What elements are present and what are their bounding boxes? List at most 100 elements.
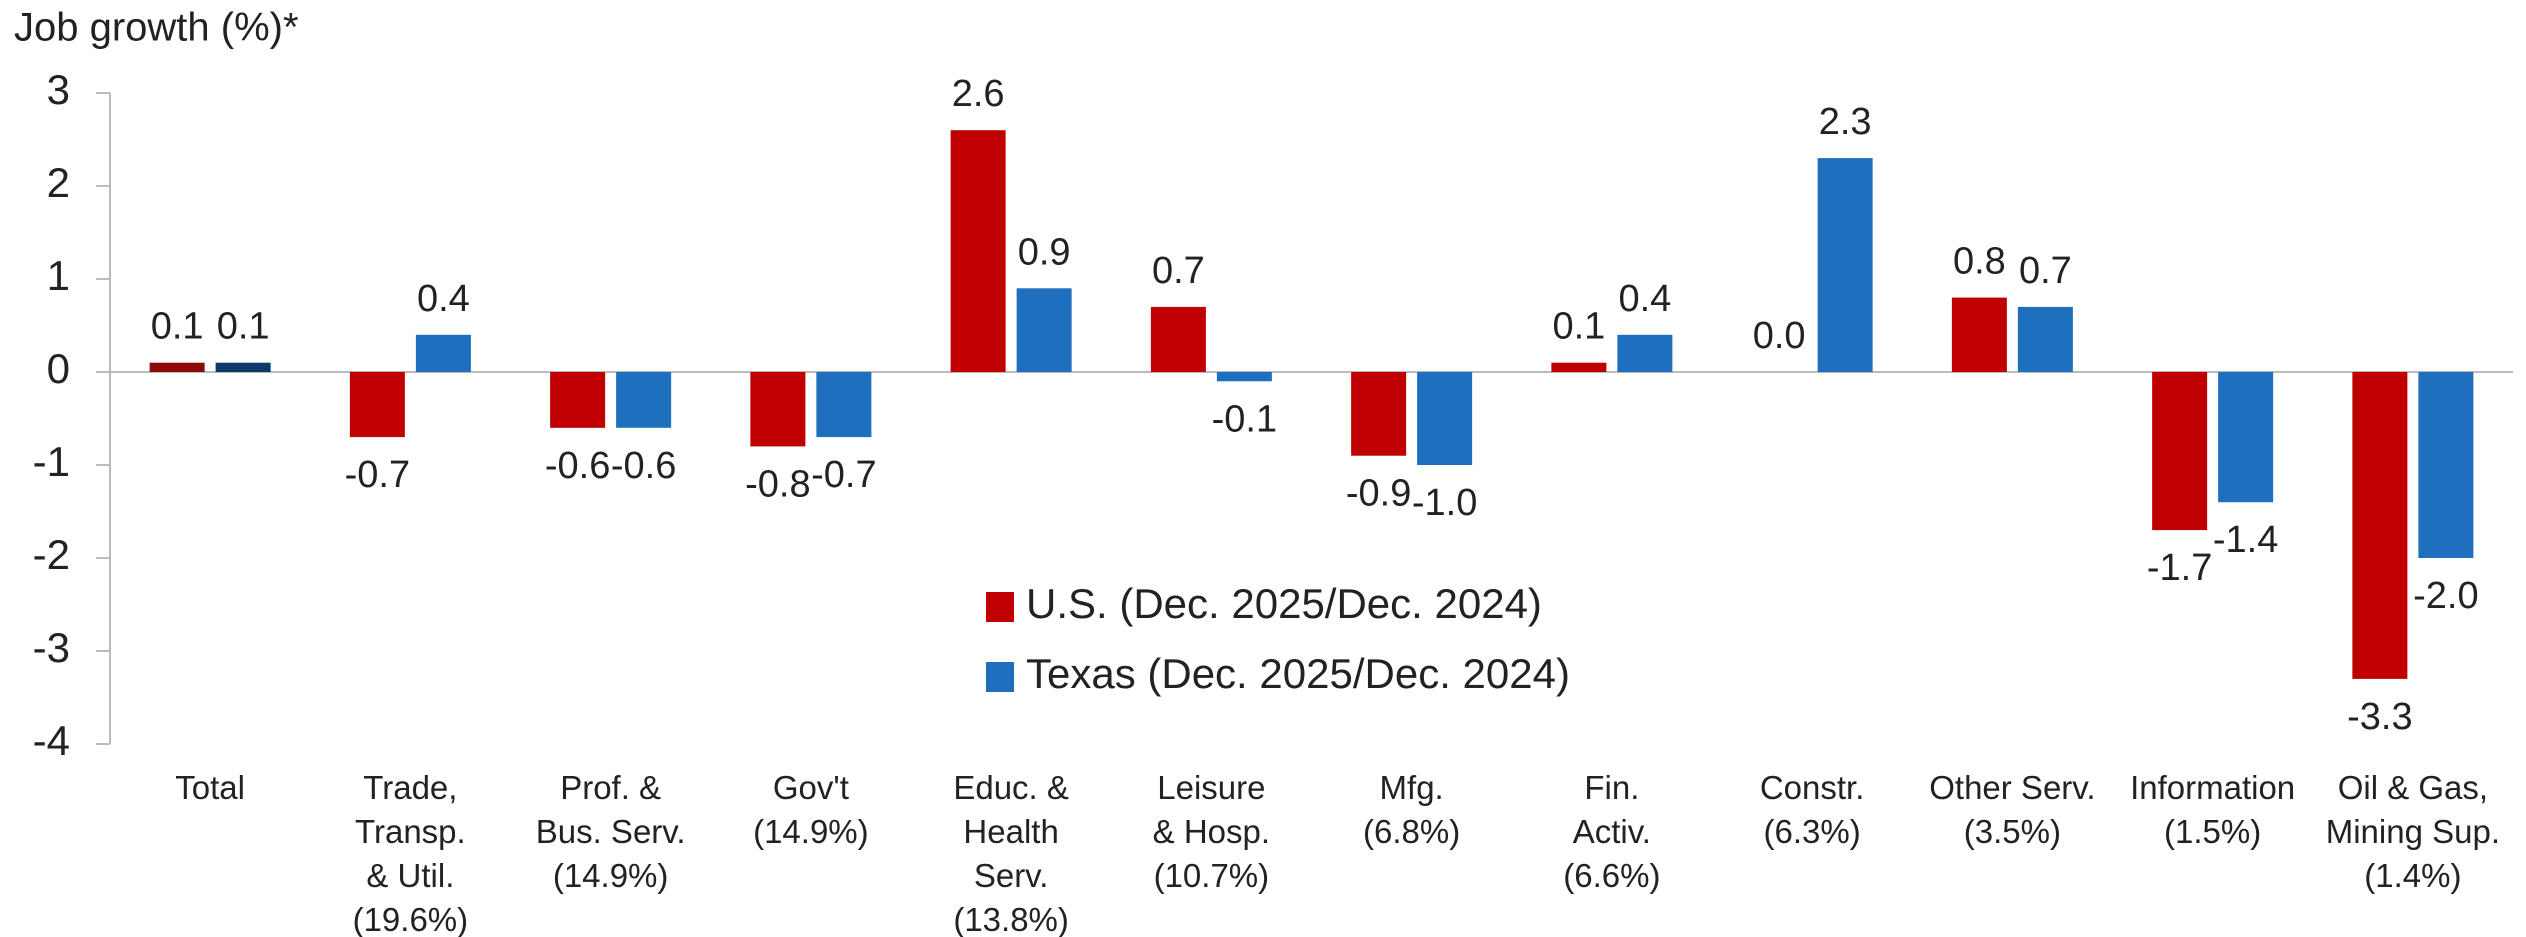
y-tick-label: 0 (47, 345, 70, 392)
value-label: 2.3 (1819, 101, 1872, 143)
x-tick-label-line: (14.9%) (753, 813, 869, 850)
x-tick-label-line: & Util. (366, 857, 454, 894)
value-label: 0.1 (1552, 306, 1605, 348)
value-label: 0.4 (1618, 278, 1671, 320)
bar (2418, 372, 2474, 558)
x-tick-label-line: (19.6%) (353, 901, 469, 937)
y-tick-label: -2 (33, 531, 70, 578)
legend-label: Texas (Dec. 2025/Dec. 2024) (1026, 650, 1570, 697)
value-label: -0.8 (745, 463, 810, 505)
y-tick-label: 2 (47, 159, 70, 206)
x-tick-label-line: Activ. (1573, 813, 1651, 850)
bar (1016, 288, 1072, 372)
bar (1216, 372, 1272, 382)
value-label: 0.7 (1152, 250, 1205, 292)
bar (1617, 334, 1673, 372)
value-label: 0.9 (1018, 231, 1071, 273)
x-tick-label-line: Serv. (974, 857, 1049, 894)
value-label: 0.1 (151, 306, 204, 348)
bar (1417, 372, 1473, 465)
x-tick-label-line: (6.8%) (1363, 813, 1460, 850)
x-tick-label-line: Fin. (1584, 769, 1639, 806)
bar (1951, 297, 2007, 372)
bar (816, 372, 872, 438)
value-label: -0.7 (345, 454, 410, 496)
x-tick-label-line: Gov't (773, 769, 849, 806)
bar (349, 372, 405, 438)
bar (2017, 306, 2073, 372)
x-tick-label: Information (1.5%) (2130, 769, 2295, 850)
x-tick-label-line: Educ. & (953, 769, 1069, 806)
x-tick-label-line: Constr. (1760, 769, 1865, 806)
value-label: 2.6 (952, 73, 1005, 115)
x-tick-label-line: Information (2130, 769, 2295, 806)
y-tick-label: 1 (47, 252, 70, 299)
x-tick-label: Educ. & Health Serv. (13.8%) (953, 769, 1069, 937)
x-tick-label: Gov't (14.9%) (753, 769, 869, 850)
x-tick-label-line: Other Serv. (1929, 769, 2095, 806)
x-tick-label-line: Mining Sup. (2326, 813, 2500, 850)
value-label: -0.1 (1212, 398, 1277, 440)
value-label: 0.4 (417, 278, 470, 320)
x-tick-label-line: Prof. & (560, 769, 661, 806)
x-tick-label: Oil & Gas, Mining Sup. (1.4%) (2326, 769, 2500, 894)
x-tick-label-line: (6.3%) (1764, 813, 1861, 850)
x-tick-label-line: Bus. Serv. (536, 813, 686, 850)
x-tick-label-line: Mfg. (1380, 769, 1444, 806)
x-tick-label-line: (14.9%) (553, 857, 669, 894)
bar (750, 372, 806, 447)
value-label: 0.8 (1953, 241, 2006, 283)
x-tick-label-line: (3.5%) (1964, 813, 2061, 850)
x-tick-label-line: (6.6%) (1563, 857, 1660, 894)
chart-title: Job growth (%)* (14, 6, 299, 50)
bar (616, 372, 672, 428)
legend-swatch (986, 592, 1014, 622)
bar (550, 372, 606, 428)
x-tick-label: Constr. (6.3%) (1760, 769, 1865, 850)
x-tick-label-line: (10.7%) (1154, 857, 1270, 894)
value-label: -2.0 (2413, 575, 2478, 617)
bar (1817, 158, 1873, 372)
value-label: -1.7 (2147, 547, 2212, 589)
value-label: -3.3 (2347, 696, 2412, 738)
x-tick-label-line: & Hosp. (1153, 813, 1270, 850)
bar (1551, 362, 1607, 372)
x-tick-label-line: Health (963, 813, 1058, 850)
value-label: -0.9 (1346, 473, 1411, 515)
y-tick-label: -3 (33, 624, 70, 671)
bar (1351, 372, 1407, 456)
x-tick-label: Total (175, 769, 245, 806)
value-label: -0.7 (811, 454, 876, 496)
bar (215, 362, 271, 372)
bar (2218, 372, 2274, 503)
value-label: -0.6 (545, 445, 610, 487)
value-label: 0.1 (217, 306, 270, 348)
x-tick-label: Other Serv. (3.5%) (1929, 769, 2095, 850)
bar (1150, 306, 1206, 372)
legend-label: U.S. (Dec. 2025/Dec. 2024) (1026, 580, 1542, 627)
x-tick-label: Fin. Activ. (6.6%) (1563, 769, 1660, 894)
x-tick-label-line: Trade, (363, 769, 457, 806)
value-label: -1.4 (2213, 519, 2278, 561)
value-label: -0.6 (611, 445, 676, 487)
x-tick-label: Mfg. (6.8%) (1363, 769, 1460, 850)
bar (149, 362, 205, 372)
x-tick-label-line: Transp. (355, 813, 466, 850)
bar (2352, 372, 2408, 679)
x-tick-label-line: (1.4%) (2364, 857, 2461, 894)
value-label: -1.0 (1412, 482, 1477, 524)
x-tick-label-line: (13.8%) (953, 901, 1069, 937)
y-tick-label: 3 (47, 66, 70, 113)
legend-swatch (986, 662, 1014, 692)
x-tick-label-line: Leisure (1157, 769, 1265, 806)
x-tick-label: Trade, Transp. & Util. (19.6%) (353, 769, 469, 937)
y-tick-label: -4 (33, 717, 70, 764)
x-tick-label-line: Total (175, 769, 245, 806)
x-tick-label-line: (1.5%) (2164, 813, 2261, 850)
x-tick-label: Prof. & Bus. Serv. (14.9%) (536, 769, 686, 894)
bar (2152, 372, 2208, 531)
x-tick-label-line: Oil & Gas, (2338, 769, 2488, 806)
bar (950, 130, 1006, 372)
x-tick-label: Leisure & Hosp. (10.7%) (1153, 769, 1270, 894)
